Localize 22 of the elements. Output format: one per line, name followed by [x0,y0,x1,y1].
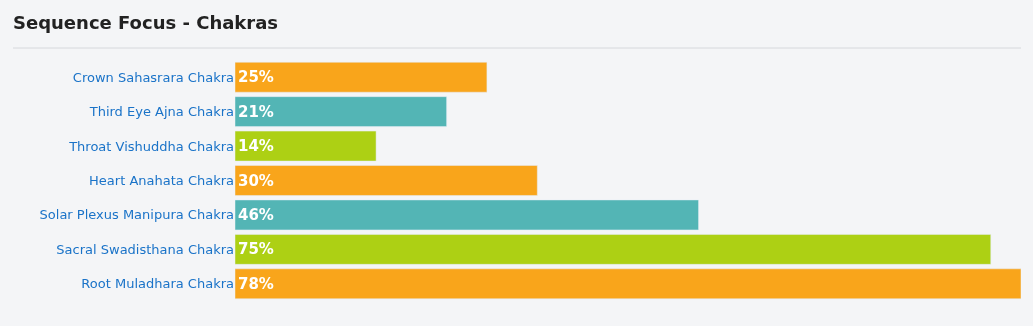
y-tick-label: Root Muladhara Chakra [81,276,234,292]
bar [235,268,1021,300]
data-label: 75% [238,240,274,259]
chart-title: Sequence Focus - Chakras [13,11,279,33]
y-tick-label: Third Eye Ajna Chakra [88,104,234,120]
data-label: 46% [238,205,274,224]
bar [235,96,447,127]
data-label: 30% [238,171,274,190]
y-tick-label: Heart Anahata Chakra [89,173,234,189]
data-label: 25% [238,68,274,87]
data-label: 21% [238,102,274,121]
data-label: 14% [238,137,274,156]
y-tick-label: Solar Plexus Manipura Chakra [39,207,234,223]
y-tick-label: Throat Vishuddha Chakra [68,138,234,154]
y-tick-label: Crown Sahasrara Chakra [72,69,234,85]
bar [235,234,992,265]
bar [235,61,488,93]
bar [235,130,377,162]
bar [235,165,538,196]
data-label: 78% [238,274,274,293]
y-tick-label: Sacral Swadisthana Chakra [56,241,234,257]
bar [235,199,699,231]
